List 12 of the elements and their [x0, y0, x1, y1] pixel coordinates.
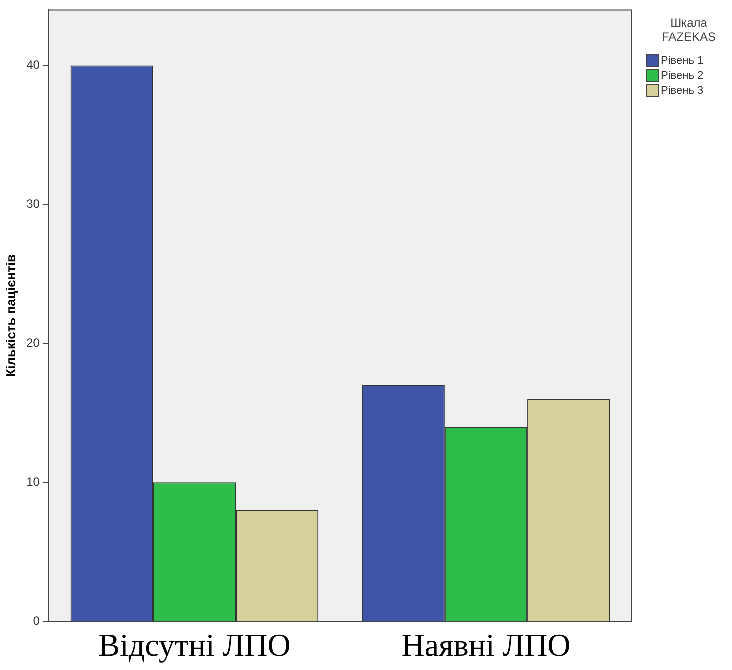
legend-label: Рівень 1 — [661, 54, 704, 66]
legend-label: Рівень 2 — [661, 70, 704, 82]
y-tick-label: 40 — [26, 58, 40, 72]
legend-title: Шкала FAZEKAS — [660, 16, 718, 44]
legend-label: Рівень 3 — [661, 84, 704, 96]
y-tick-label: 20 — [26, 336, 40, 350]
y-tick-label: 30 — [26, 197, 40, 212]
x-tick-label: Відсутні ЛПО — [98, 627, 291, 664]
y-axis-title: Кількість пацієнтів — [3, 254, 18, 378]
y-tick-label: 0 — [33, 614, 40, 628]
y-tick-label: 10 — [26, 474, 40, 489]
x-tick-label: Наявні ЛПО — [402, 627, 571, 664]
